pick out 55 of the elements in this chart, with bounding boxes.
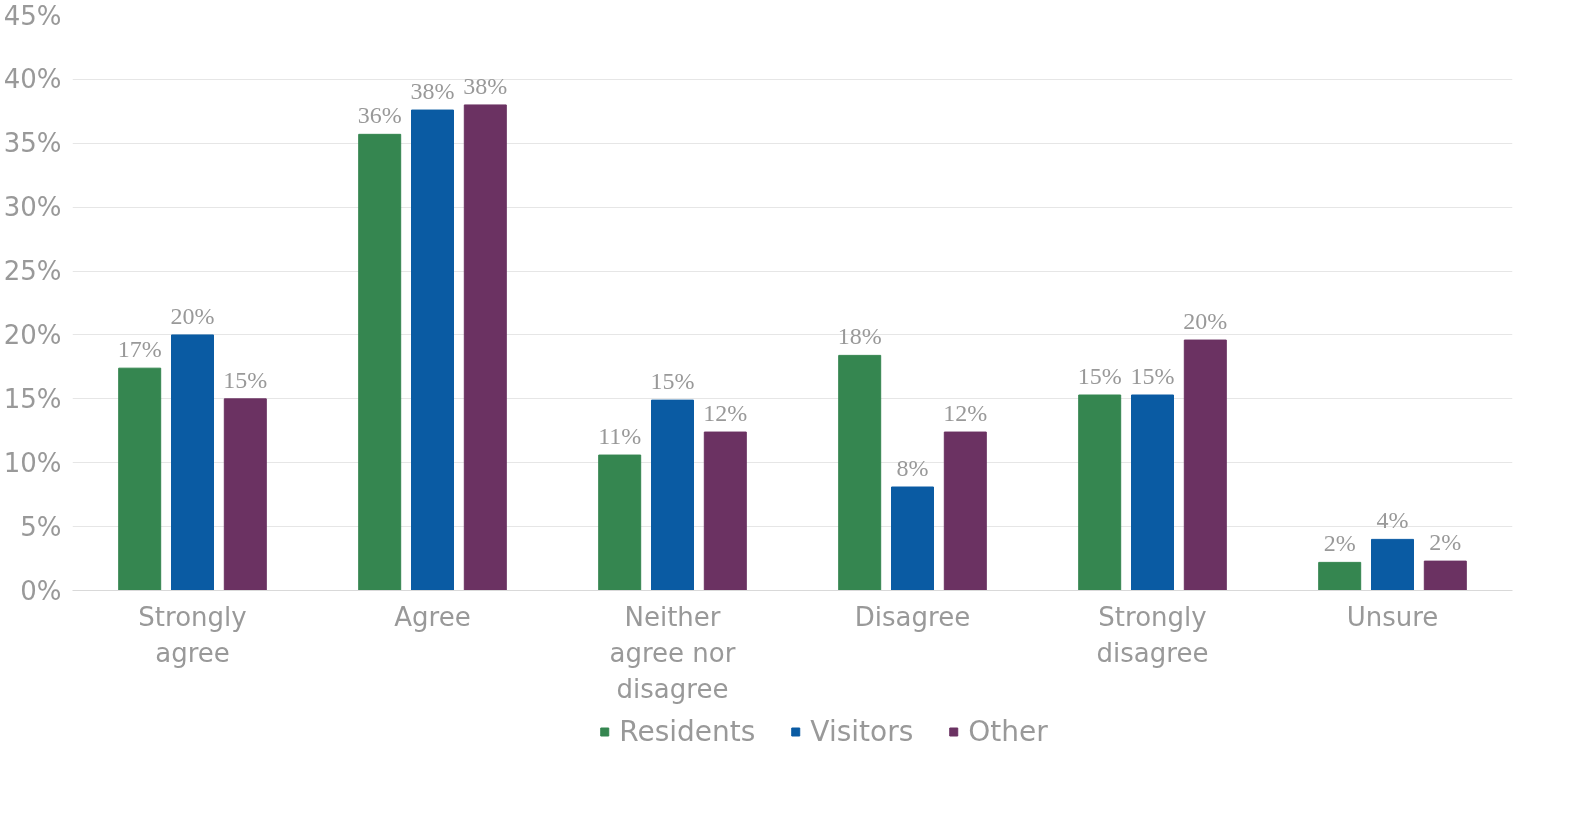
y-tick-label: 0% <box>20 575 62 606</box>
data-label: 8% <box>896 455 929 481</box>
x-tick-label: Strongly disagree <box>1096 601 1209 668</box>
bar <box>651 399 694 591</box>
bar <box>118 367 162 591</box>
x-tick-label: Agree <box>394 601 471 632</box>
x-tick-label: Strongly agree <box>138 601 247 668</box>
y-tick-label: 35% <box>3 128 62 159</box>
data-label: 18% <box>837 323 882 350</box>
bar <box>1318 561 1362 591</box>
data-label: 38% <box>463 72 508 99</box>
bar <box>838 354 882 591</box>
y-tick-label: 15% <box>3 383 62 414</box>
y-tick-label: 10% <box>3 447 62 478</box>
y-tick-label: 30% <box>3 192 62 223</box>
y-tick-label: 45% <box>3 0 62 31</box>
data-label: 4% <box>1376 507 1409 534</box>
x-tick-label: Unsure <box>1346 601 1439 632</box>
y-tick-label: 25% <box>3 256 62 287</box>
data-label: 36% <box>357 102 402 129</box>
x-tick-label: Disagree <box>854 601 971 632</box>
bar <box>1371 538 1414 591</box>
legend-label: Other <box>968 714 1048 748</box>
data-label: 15% <box>1130 363 1175 389</box>
bar <box>1183 339 1227 591</box>
data-label: 15% <box>223 366 268 393</box>
bar <box>358 133 402 591</box>
bar <box>411 109 454 591</box>
bar <box>223 398 267 591</box>
bar <box>703 431 747 591</box>
bar <box>891 486 934 591</box>
legend-label: Residents <box>619 714 756 748</box>
data-label: 2% <box>1323 530 1356 557</box>
data-label: 15% <box>650 368 695 395</box>
data-label: 38% <box>410 78 455 105</box>
data-label: 20% <box>170 302 215 329</box>
bar <box>171 334 214 591</box>
data-label: 12% <box>703 400 748 427</box>
data-label: 11% <box>598 423 642 450</box>
y-tick-label: 20% <box>3 319 62 350</box>
legend-label: Visitors <box>810 714 914 748</box>
data-label: 17% <box>117 336 162 363</box>
data-label: 12% <box>943 400 988 427</box>
x-tick-label: Neither agree nor disagree <box>609 601 736 704</box>
y-tick-label: 40% <box>3 64 62 95</box>
bar <box>1078 394 1122 591</box>
data-label: 20% <box>1183 308 1228 335</box>
data-label: 15% <box>1077 363 1122 389</box>
bar <box>463 104 507 591</box>
bar <box>943 431 987 591</box>
bar <box>598 454 642 591</box>
bar <box>1131 394 1174 591</box>
bar <box>1423 560 1467 591</box>
data-label: 2% <box>1429 529 1462 556</box>
y-tick-label: 5% <box>20 511 62 542</box>
